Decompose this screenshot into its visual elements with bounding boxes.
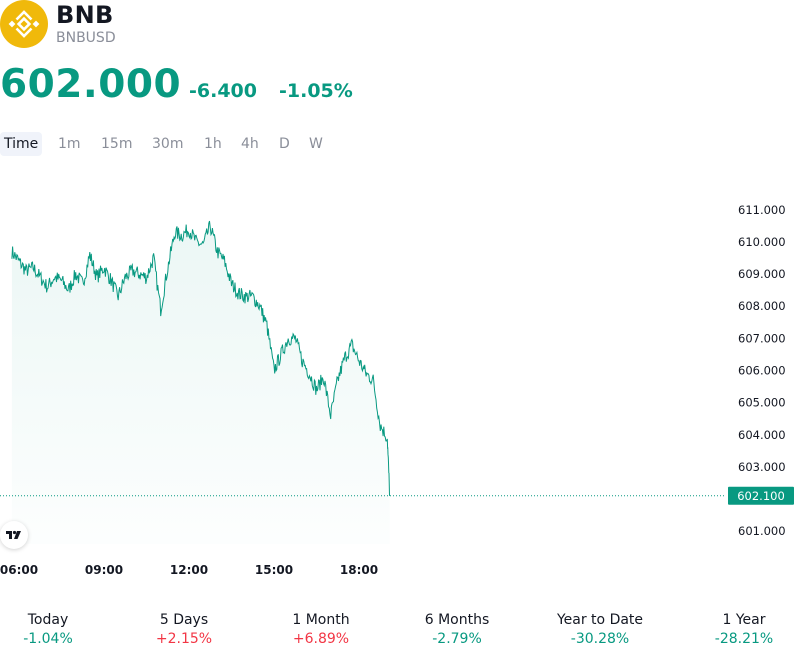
last-price-label: 602.100 [737, 489, 785, 503]
stat-1-month[interactable]: 1 Month +6.89% [261, 610, 381, 648]
stat-5-days[interactable]: 5 Days +2.15% [124, 610, 244, 648]
y-tick-label: 608.000 [738, 299, 786, 313]
stat-label: 6 Months [424, 612, 490, 628]
y-tick-label: 611.000 [738, 203, 786, 217]
stat-year-to-date[interactable]: Year to Date -30.28% [540, 610, 660, 648]
performance-stats: Today -1.04% 5 Days +2.15% 1 Month +6.89… [0, 610, 800, 654]
stat-label: 5 Days [159, 612, 209, 628]
x-tick-label: 12:00 [170, 563, 208, 577]
stat-label: Today [27, 612, 69, 628]
stat-label: 1 Year [722, 612, 766, 628]
price-area-fill [11, 221, 390, 544]
price-series-line [11, 220, 391, 497]
tab-30m[interactable]: 30m [152, 136, 184, 152]
stat-1-year[interactable]: 1 Year -28.21% [684, 610, 800, 648]
stat-label: Year to Date [556, 612, 644, 628]
x-tick-label: 06:00 [0, 563, 38, 577]
price-change-percent: -1.05% [279, 80, 353, 102]
current-price: 602.000 [0, 62, 182, 107]
stat-value: -1.04% [23, 631, 73, 647]
y-tick-label: 603.000 [738, 460, 786, 474]
stat-label: 1 Month [292, 612, 350, 628]
tab-w[interactable]: W [309, 136, 323, 152]
tab-time[interactable]: Time [0, 132, 43, 156]
tab-1m[interactable]: 1m [58, 136, 81, 152]
price-chart[interactable]: 611.000 610.000 609.000 608.000 607.000 606.0… [0, 180, 800, 590]
tab-4h[interactable]: 4h [241, 136, 259, 152]
price-change-absolute: -6.400 [189, 80, 257, 102]
stat-value: +6.89% [292, 631, 350, 647]
last-price-badge [728, 486, 794, 505]
y-tick-label: 605.000 [738, 396, 786, 410]
symbol-name: BNB [56, 1, 114, 29]
y-tick-label: 609.000 [738, 267, 786, 281]
tab-15m[interactable]: 15m [101, 136, 133, 152]
y-tick-label: 606.000 [738, 364, 786, 378]
y-tick-label: 610.000 [738, 235, 786, 249]
x-tick-label: 18:00 [340, 563, 378, 577]
tab-1h[interactable]: 1h [204, 136, 222, 152]
x-tick-label: 15:00 [255, 563, 293, 577]
ticker-code: BNBUSD [56, 30, 116, 46]
tradingview-mark-icon [6, 530, 21, 539]
tab-d[interactable]: D [279, 136, 290, 152]
stat-today[interactable]: Today -1.04% [0, 610, 108, 648]
y-tick-label: 604.000 [738, 428, 786, 442]
tradingview-logo-icon[interactable] [0, 521, 28, 549]
stat-value: -28.21% [714, 631, 774, 647]
stat-value: -30.28% [570, 631, 630, 647]
y-tick-label: 607.000 [738, 331, 786, 345]
x-tick-label: 09:00 [85, 563, 123, 577]
bnb-logo-icon [0, 0, 48, 48]
stat-6-months[interactable]: 6 Months -2.79% [397, 610, 517, 648]
y-tick-label: 601.000 [738, 524, 786, 538]
symbol-header: BNB BNBUSD [0, 0, 800, 60]
stat-value: +2.15% [155, 631, 213, 647]
stat-value: -2.79% [432, 631, 482, 647]
